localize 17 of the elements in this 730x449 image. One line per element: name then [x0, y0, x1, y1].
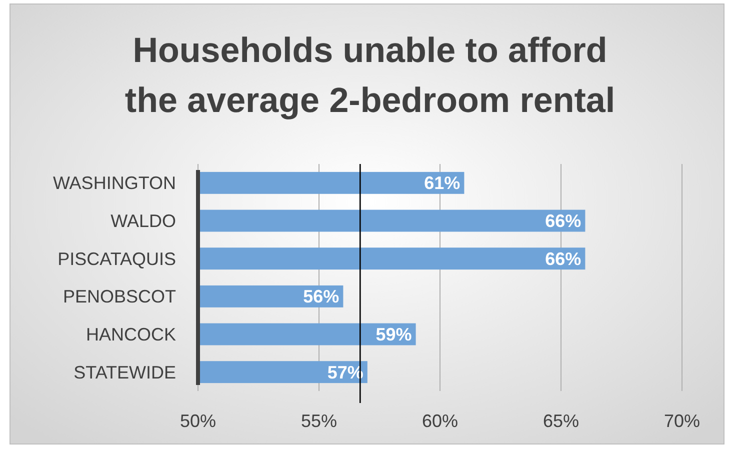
x-tick-label: 70% — [664, 411, 700, 431]
data-label: 66% — [545, 248, 582, 269]
y-tick-label: WALDO — [110, 211, 176, 232]
x-tick-label: 55% — [300, 411, 338, 431]
y-tick-label: HANCOCK — [86, 324, 176, 345]
data-label: 56% — [303, 286, 340, 307]
chart-title: Households unable to afford the average 2-bedroom rental — [124, 31, 616, 120]
y-tick-label: PISCATAQUIS — [58, 248, 176, 269]
data-label: 61% — [424, 173, 460, 194]
x-tick-label: 50% — [180, 411, 216, 431]
y-tick-label: WASHINGTON — [52, 173, 176, 194]
y-tick-label: PENOBSCOT — [62, 286, 176, 307]
data-label: 66% — [545, 211, 582, 232]
x-tick-label: 60% — [422, 411, 458, 431]
x-tick-label: 65% — [542, 411, 580, 431]
data-label: 59% — [376, 324, 412, 345]
y-tick-label: STATEWIDE — [74, 362, 176, 382]
